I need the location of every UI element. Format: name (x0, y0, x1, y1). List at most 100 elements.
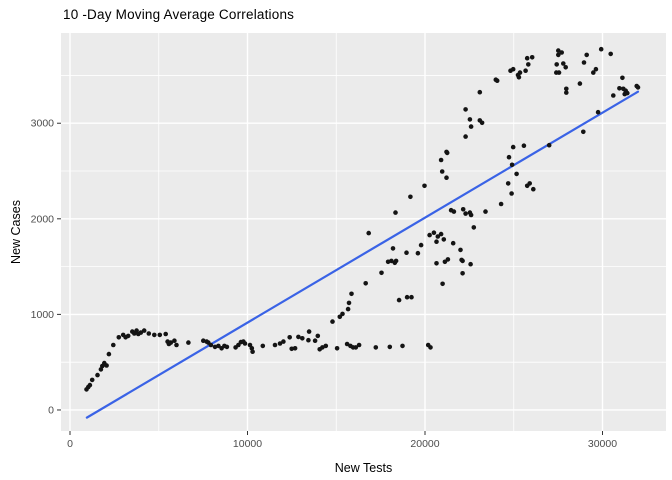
data-point (563, 65, 568, 70)
data-point (260, 343, 266, 349)
data-point (561, 61, 566, 66)
data-point (434, 239, 439, 244)
data-point (635, 85, 641, 90)
data-point (439, 169, 445, 174)
data-point (186, 340, 191, 345)
data-point (577, 81, 583, 86)
trend-line (85, 90, 640, 419)
data-point (514, 171, 519, 177)
data-point (521, 143, 527, 148)
data-point (510, 66, 516, 72)
data-point (620, 75, 625, 81)
plot-panel (61, 33, 666, 431)
data-point (617, 86, 622, 91)
data-point (300, 336, 305, 341)
y-tick-label: 0 (48, 404, 54, 416)
data-point (441, 237, 447, 242)
data-point (510, 144, 516, 150)
data-point (584, 52, 589, 58)
data-point (106, 351, 112, 357)
data-point (356, 342, 362, 348)
data-point (546, 142, 552, 148)
data-point (315, 333, 321, 339)
data-point (389, 258, 394, 264)
data-point (216, 343, 221, 349)
data-point (564, 86, 569, 92)
data-point (460, 271, 465, 276)
data-point (444, 150, 450, 156)
data-point (373, 345, 379, 350)
data-point (598, 46, 604, 52)
data-point (390, 246, 396, 251)
data-point (323, 343, 329, 349)
data-point (445, 257, 451, 262)
data-point (468, 261, 473, 267)
data-point (163, 331, 168, 337)
y-tick-label: 2000 (31, 213, 55, 225)
data-point (463, 134, 468, 139)
data-point (116, 335, 122, 340)
data-point (330, 319, 335, 324)
data-point (415, 250, 421, 256)
data-point (450, 240, 456, 246)
data-point (556, 52, 561, 58)
data-point (422, 183, 427, 189)
data-point (509, 162, 515, 168)
data-point (531, 186, 536, 192)
data-point (556, 48, 561, 53)
data-point (250, 349, 255, 355)
data-point (242, 341, 248, 346)
y-tick-label: 1000 (31, 309, 55, 321)
data-point (138, 330, 144, 335)
data-point (408, 194, 413, 200)
data-point (438, 231, 444, 237)
data-point (477, 118, 483, 123)
data-point (435, 234, 441, 239)
data-point (349, 291, 354, 297)
data-point (292, 346, 298, 351)
data-point (418, 242, 424, 248)
data-point (505, 181, 511, 186)
data-point (387, 344, 393, 350)
data-point (556, 70, 562, 75)
data-point (477, 89, 483, 95)
data-point (559, 50, 564, 55)
data-point (404, 250, 409, 255)
data-point (393, 258, 399, 264)
data-point (554, 62, 559, 67)
data-point (95, 372, 100, 378)
data-point (459, 257, 464, 263)
x-tick-label: 30000 (588, 438, 617, 450)
data-point (289, 346, 295, 352)
data-point (306, 337, 311, 343)
data-point (125, 333, 131, 339)
data-point (174, 342, 179, 348)
data-point (345, 306, 351, 312)
data-point (451, 209, 457, 214)
data-point (595, 109, 601, 115)
data-point (591, 70, 596, 75)
x-axis-title: New Tests (334, 461, 393, 475)
data-point (608, 51, 613, 57)
data-point (460, 207, 466, 212)
data-point (494, 78, 500, 83)
data-point (498, 201, 504, 207)
data-point (529, 55, 535, 60)
data-point (87, 382, 93, 388)
data-point (440, 281, 445, 287)
x-tick-label: 10000 (233, 438, 262, 450)
data-point (379, 270, 384, 276)
chart-title: 10 -Day Moving Average Correlations (63, 7, 295, 22)
data-point (523, 68, 528, 73)
data-point (427, 232, 432, 238)
data-point (172, 338, 177, 344)
data-point (157, 332, 163, 338)
data-point (463, 211, 468, 216)
data-point (404, 294, 410, 300)
data-point (89, 377, 95, 383)
data-point (224, 344, 230, 350)
data-point (277, 341, 283, 346)
data-point (581, 129, 586, 135)
